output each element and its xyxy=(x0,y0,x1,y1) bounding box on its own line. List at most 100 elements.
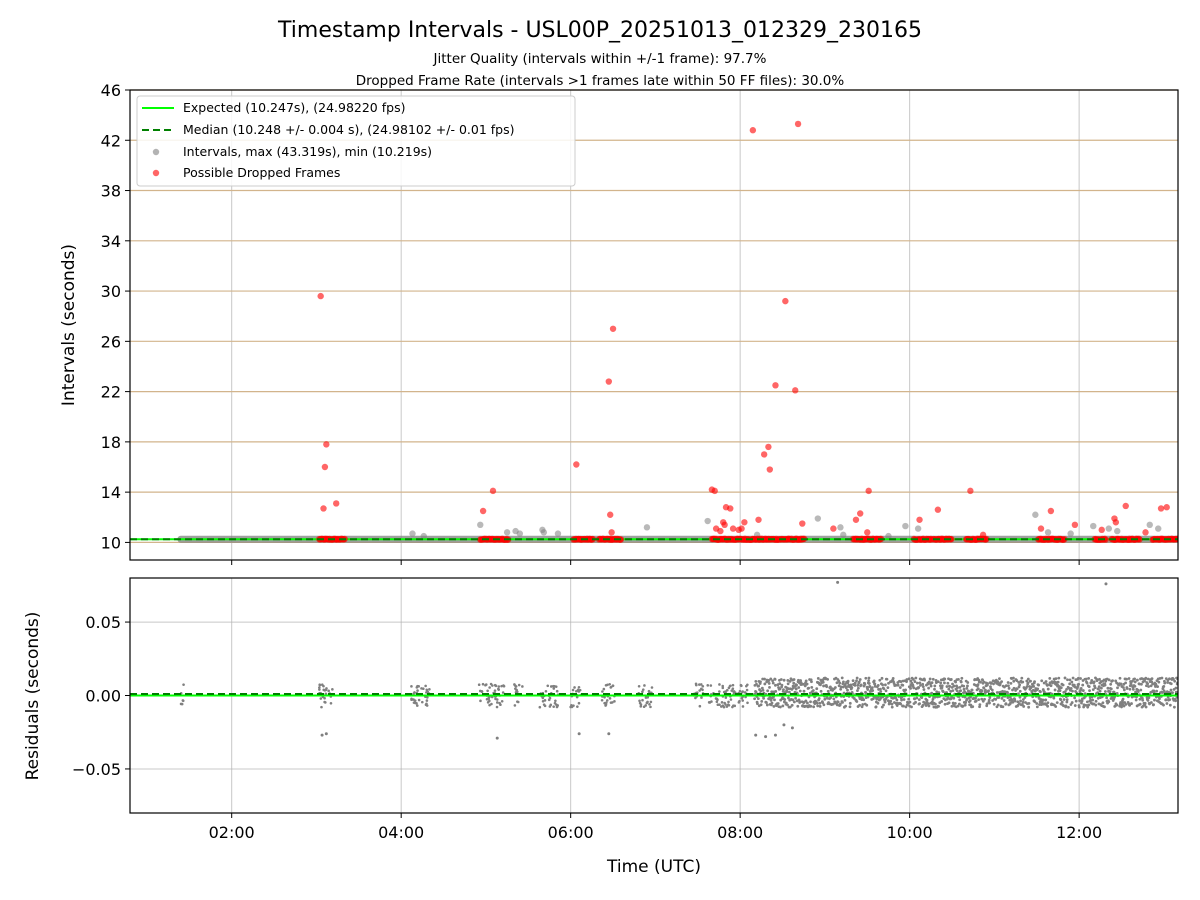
residual-point xyxy=(808,691,812,695)
residual-point xyxy=(1033,700,1037,704)
residual-point xyxy=(721,684,725,688)
dropped-frame-point xyxy=(1112,519,1120,526)
residual-point xyxy=(745,688,749,692)
residual-point xyxy=(902,698,906,701)
residual-point xyxy=(895,704,899,707)
residual-point xyxy=(855,676,859,680)
residual-point xyxy=(698,683,701,686)
interval-point xyxy=(1146,521,1153,529)
residual-point xyxy=(888,702,892,705)
residual-point xyxy=(873,682,877,686)
residual-point xyxy=(1021,698,1025,701)
residual-point xyxy=(773,677,777,681)
residual-point xyxy=(538,705,542,709)
residual-point xyxy=(962,687,966,691)
residual-point xyxy=(1016,692,1020,696)
residual-point xyxy=(1039,690,1042,694)
residual-point xyxy=(1107,678,1111,682)
residual-point xyxy=(1156,685,1160,689)
residual-point xyxy=(1172,677,1175,681)
intervals-y-tick-label: 38 xyxy=(101,182,121,201)
residual-point xyxy=(832,697,836,701)
residuals-y-axis-label: Residuals (seconds) xyxy=(23,612,43,781)
residual-point xyxy=(754,690,758,694)
residual-point xyxy=(694,696,697,700)
residual-point xyxy=(835,703,839,707)
residual-point xyxy=(792,686,795,690)
residual-point xyxy=(517,683,521,687)
x-tick-label: 08:00 xyxy=(717,823,763,842)
residual-point xyxy=(740,684,743,688)
dropped-frame-point xyxy=(317,292,324,300)
residual-point xyxy=(792,678,796,681)
residual-point xyxy=(546,684,550,688)
residual-point xyxy=(1121,697,1125,701)
residual-point xyxy=(650,686,654,689)
residual-point xyxy=(809,704,813,708)
residual-point xyxy=(1095,678,1099,682)
legend-box xyxy=(136,95,576,187)
residual-point xyxy=(1122,704,1126,708)
residual-point xyxy=(1127,677,1131,680)
residual-point xyxy=(798,700,802,704)
residual-point xyxy=(927,680,931,684)
residual-point xyxy=(1068,682,1072,686)
residual-point xyxy=(809,700,812,704)
intervals-y-tick-label: 26 xyxy=(101,332,121,351)
residual-point xyxy=(883,700,887,704)
dropped-frame-point xyxy=(1142,529,1149,536)
x-tick-label: 12:00 xyxy=(1056,823,1102,842)
residual-point xyxy=(709,684,713,687)
residual-point xyxy=(850,686,854,690)
residual-point xyxy=(962,684,966,688)
residual-point xyxy=(804,679,808,683)
residual-point xyxy=(1062,704,1065,708)
intervals-y-tick-label: 14 xyxy=(101,483,121,502)
residual-point xyxy=(1128,703,1132,707)
residual-outlier-point xyxy=(836,580,840,584)
residual-point xyxy=(955,689,959,693)
residual-point xyxy=(497,687,500,691)
residual-point xyxy=(1129,683,1133,687)
residual-point xyxy=(1017,680,1021,684)
residual-point xyxy=(1094,699,1098,703)
residual-point xyxy=(1092,680,1096,684)
residual-point xyxy=(983,697,986,701)
residual-point xyxy=(765,703,769,707)
residual-point xyxy=(731,687,735,691)
residual-point xyxy=(1152,703,1155,707)
residual-point xyxy=(923,678,926,682)
residual-point xyxy=(608,682,611,686)
x-tick-label: 04:00 xyxy=(378,823,424,842)
residual-point xyxy=(762,696,766,700)
residual-point xyxy=(1008,695,1012,699)
residual-point xyxy=(1001,689,1004,693)
residual-point xyxy=(1097,687,1100,691)
residual-point xyxy=(601,690,604,693)
residual-point xyxy=(641,688,645,691)
residual-point xyxy=(1145,684,1148,688)
residual-point xyxy=(1087,703,1091,707)
residual-point xyxy=(890,705,894,709)
residual-point xyxy=(1059,698,1063,701)
interval-point xyxy=(1090,522,1097,530)
residual-point xyxy=(835,681,839,685)
residual-point xyxy=(1062,698,1066,701)
residual-point xyxy=(794,696,798,700)
interval-point xyxy=(643,524,651,531)
residual-point xyxy=(1065,700,1069,704)
residual-point xyxy=(822,684,825,688)
residual-point xyxy=(882,687,886,691)
residual-point xyxy=(1104,690,1107,693)
residual-point xyxy=(987,689,990,693)
residual-point xyxy=(182,683,185,686)
residual-point xyxy=(982,680,986,684)
residual-point xyxy=(773,698,776,702)
residual-point xyxy=(966,684,969,688)
intervals-y-tick-label: 34 xyxy=(101,232,121,251)
x-tick-label: 02:00 xyxy=(209,823,255,842)
residual-point xyxy=(918,681,922,685)
residual-point xyxy=(1052,696,1056,700)
residual-point xyxy=(1172,705,1176,709)
interval-point xyxy=(1067,530,1074,537)
